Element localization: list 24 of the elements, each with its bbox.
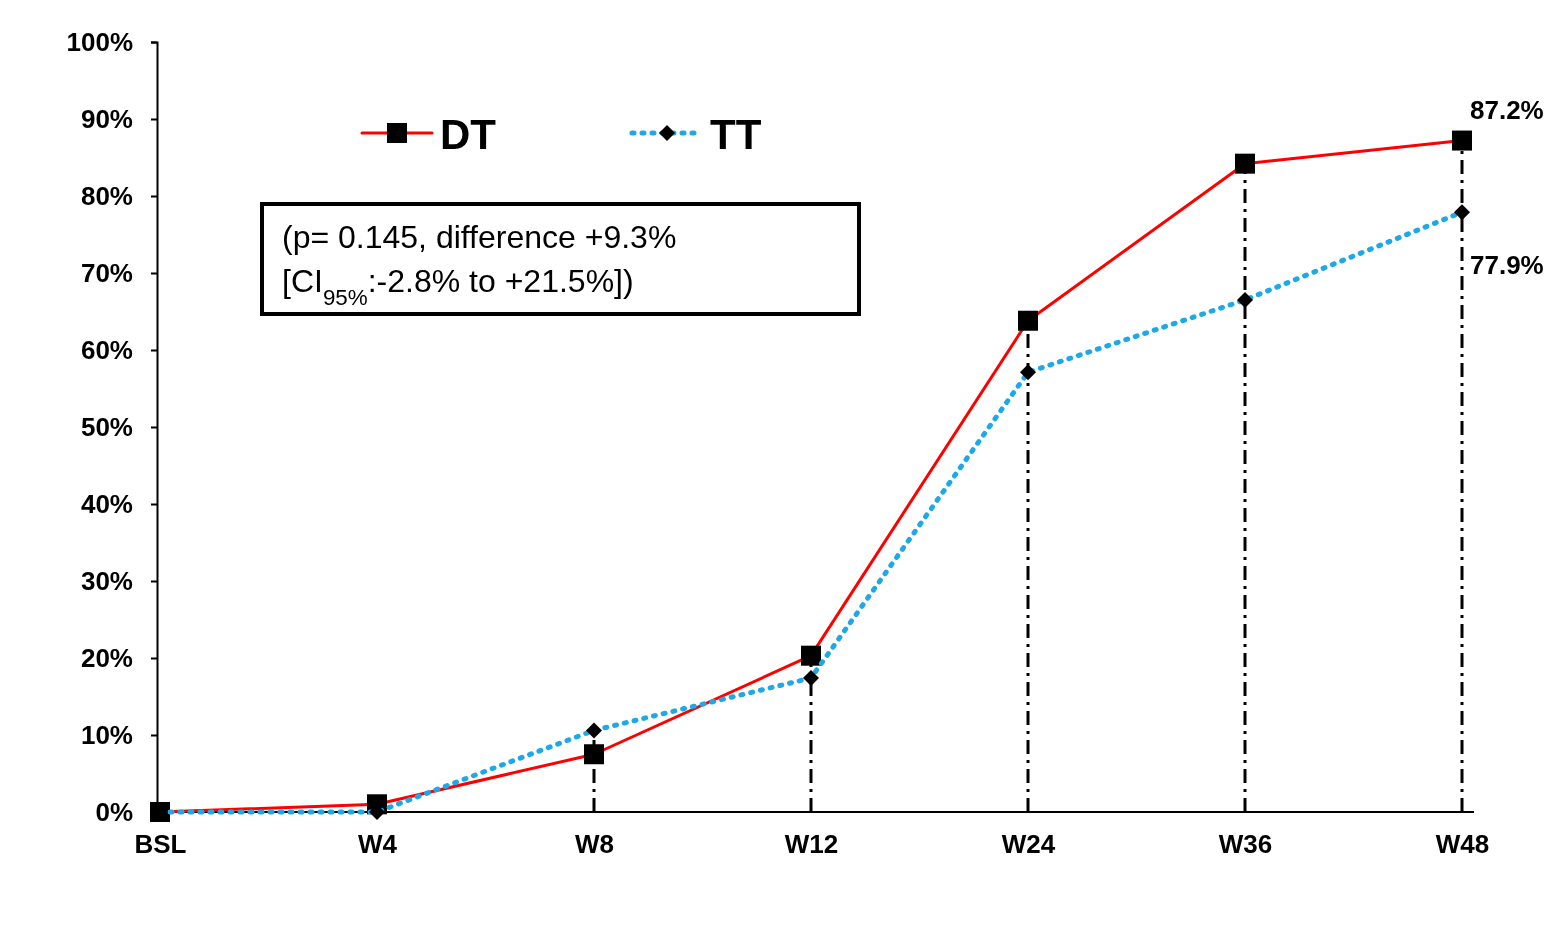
- data-label: 77.9%: [1470, 250, 1544, 281]
- y-tick-label: 30%: [80, 565, 133, 596]
- legend-label: TT: [710, 111, 762, 158]
- y-tick-label: 0%: [95, 796, 133, 827]
- y-tick-label: 10%: [80, 719, 133, 750]
- y-tick-label: 50%: [80, 411, 133, 442]
- y-tick-label: 70%: [80, 257, 133, 288]
- x-tick-label: BSL: [134, 828, 187, 859]
- y-tick-label: 100%: [66, 26, 133, 57]
- data-label: 87.2%: [1470, 94, 1544, 125]
- x-tick-label: W4: [358, 828, 398, 859]
- note-box: (p= 0.145, difference +9.3% [CI$_{95%}$:-2.8% to +21.5%]): [260, 202, 861, 316]
- y-tick-label: 90%: [80, 103, 133, 134]
- y-tick-label: 40%: [80, 488, 133, 519]
- y-tick-label: 80%: [80, 180, 133, 211]
- y-tick-label: 60%: [80, 334, 133, 365]
- x-tick-label: W12: [784, 828, 839, 859]
- x-tick-label: W36: [1218, 828, 1273, 859]
- legend-label: DT: [440, 111, 497, 158]
- x-tick-label: W48: [1435, 828, 1490, 859]
- x-tick-label: W24: [1001, 828, 1056, 859]
- y-tick-label: 20%: [80, 642, 133, 673]
- annotation: (p= 0.145, difference +9.3% [CI$_{95%}$:-2.8% to +21.5%]): [282, 219, 677, 310]
- x-tick-label: W8: [575, 828, 614, 859]
